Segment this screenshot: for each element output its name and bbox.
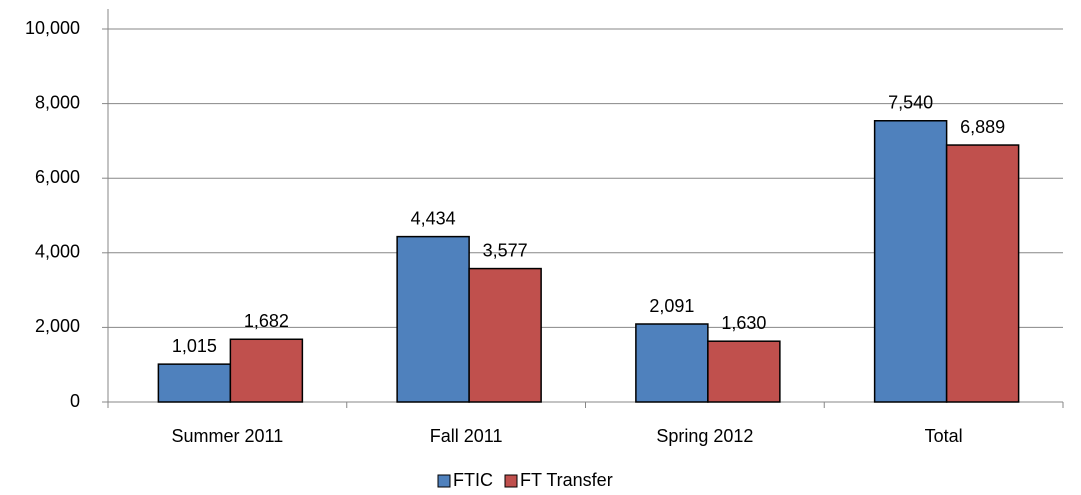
- y-tick-label: 0: [70, 391, 80, 411]
- x-tick-label: Summer 2011: [172, 426, 284, 446]
- bar: [157, 363, 232, 403]
- bar: [396, 235, 470, 403]
- value-label: 7,540: [888, 93, 933, 113]
- value-label: 1,682: [244, 311, 289, 331]
- y-tick-label: 8,000: [35, 92, 80, 112]
- value-label: 2,091: [649, 296, 694, 316]
- bar: [229, 338, 304, 403]
- bar: [873, 120, 948, 403]
- x-tick-label: Spring 2012: [656, 426, 753, 446]
- y-tick-label: 10,000: [25, 18, 80, 38]
- legend-swatch: [504, 474, 518, 488]
- value-label: 4,434: [411, 208, 456, 228]
- value-label: 1,015: [172, 336, 217, 356]
- y-tick-label: 6,000: [35, 167, 80, 187]
- bar: [707, 340, 781, 403]
- x-tick-label: Fall 2011: [430, 426, 503, 446]
- legend-swatch: [437, 474, 451, 488]
- y-tick-label: 2,000: [35, 316, 80, 336]
- y-tick-label: 4,000: [35, 242, 80, 262]
- value-label: 1,630: [721, 313, 766, 333]
- legend-label: FT Transfer: [520, 470, 613, 490]
- x-tick-label: Total: [925, 426, 963, 446]
- legend-label: FTIC: [453, 470, 493, 490]
- bar: [945, 144, 1020, 403]
- value-label: 6,889: [960, 117, 1005, 137]
- bar: [468, 267, 542, 403]
- value-label: 3,577: [483, 240, 528, 260]
- bar: [635, 323, 709, 403]
